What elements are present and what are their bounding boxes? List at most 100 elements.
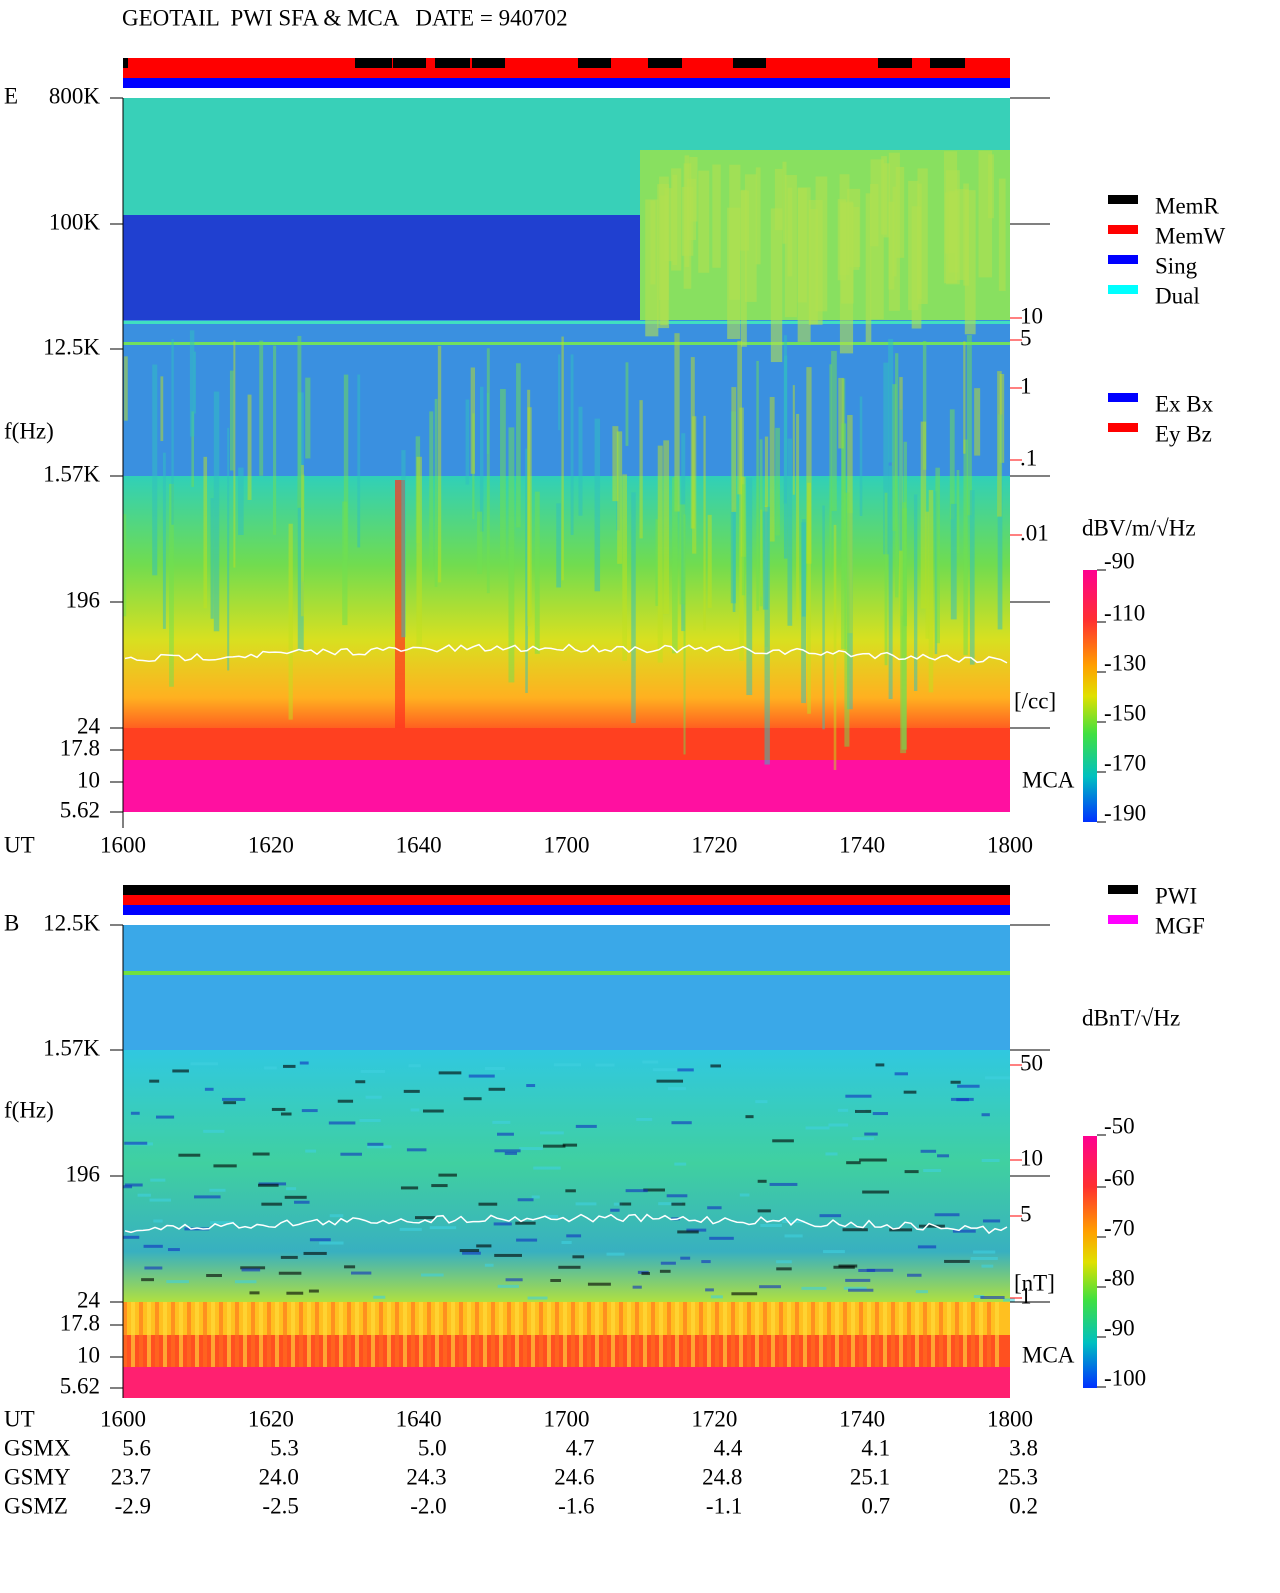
stripe: [211, 1302, 215, 1367]
stripe: [571, 1302, 575, 1367]
streak: [401, 450, 406, 638]
stripe: [710, 1064, 721, 1068]
streak: [756, 360, 759, 611]
stripe: [515, 1221, 536, 1225]
stripe: [795, 1302, 799, 1367]
streak: [759, 439, 763, 607]
streak: [617, 431, 623, 564]
stripe: [258, 1183, 279, 1187]
colorbar-tick-label: -110: [1104, 600, 1145, 625]
stripe: [981, 1158, 1000, 1162]
stripe: [286, 1291, 304, 1295]
streak: [782, 161, 787, 244]
y-tick-label: 800K: [49, 83, 101, 108]
colorbar-tick-label: -60: [1104, 1165, 1135, 1190]
legend-label: MemR: [1155, 193, 1220, 218]
streak: [969, 490, 975, 665]
stripe: [944, 1259, 970, 1263]
orbit-value: 4.4: [714, 1435, 743, 1460]
stripe: [539, 1131, 564, 1135]
stripe: [825, 1152, 838, 1156]
stripe: [891, 1302, 895, 1367]
streak: [775, 427, 780, 536]
streak: [895, 167, 905, 258]
stripe: [505, 1278, 523, 1282]
status-segment: [578, 58, 611, 68]
stripe: [709, 1236, 734, 1240]
legend-swatch: [1108, 255, 1138, 264]
streak: [997, 371, 1002, 517]
streak: [943, 151, 958, 284]
streak: [833, 524, 837, 770]
status-segment: [472, 58, 505, 68]
stripe: [985, 1076, 1010, 1080]
density-label: 5: [1020, 1201, 1032, 1226]
title: GEOTAIL PWI SFA & MCA DATE = 940702: [122, 5, 568, 30]
stripe: [284, 1195, 307, 1199]
stripe: [178, 1153, 201, 1157]
streak: [815, 176, 828, 312]
stripe: [421, 1273, 444, 1277]
stripe: [971, 1302, 975, 1367]
stripe: [674, 1162, 687, 1166]
streak: [911, 206, 922, 329]
stripe: [123, 1235, 140, 1239]
stripe: [934, 1213, 960, 1217]
density-unit: [nT]: [1014, 1270, 1055, 1295]
stripe: [558, 1265, 581, 1269]
stripe: [805, 1126, 830, 1130]
streak: [935, 467, 940, 644]
x-tick-label: 1740: [839, 1406, 885, 1431]
stripe: [504, 1151, 518, 1155]
streak: [500, 388, 506, 561]
stripe: [222, 1097, 246, 1101]
stripe: [147, 1302, 151, 1367]
y-tick-label: 196: [66, 1161, 101, 1186]
stripe: [872, 1112, 888, 1116]
stripe: [848, 1288, 874, 1292]
density-label: 5: [1020, 325, 1032, 350]
stripe: [195, 1302, 199, 1367]
plasma-line: [124, 1213, 1008, 1235]
stripe: [641, 1272, 650, 1276]
panel-label: B: [4, 910, 19, 935]
streak: [479, 386, 484, 532]
y-tick-label: 196: [66, 587, 101, 612]
streak: [966, 335, 972, 516]
orbit-label: GSMX: [4, 1435, 71, 1460]
stripe: [184, 1227, 210, 1231]
stripe: [483, 1302, 487, 1367]
stripe: [340, 1152, 362, 1156]
stripe: [970, 1256, 998, 1260]
stripe: [866, 1268, 894, 1272]
stripe: [301, 1109, 318, 1113]
x-tick-label: 1600: [100, 1406, 146, 1431]
x-tick-label: 1640: [396, 832, 442, 857]
stripe: [907, 1302, 911, 1367]
orbit-value: 5.0: [418, 1435, 447, 1460]
orbit-value: -2.0: [410, 1493, 446, 1518]
stripe: [980, 1295, 1005, 1299]
streak: [770, 208, 783, 363]
x-tick-label: 1640: [396, 1406, 442, 1431]
stripe: [823, 1250, 845, 1254]
streak: [764, 506, 770, 765]
stripe: [153, 1219, 163, 1223]
stripe: [667, 1302, 671, 1367]
stripe: [555, 1302, 559, 1367]
stripe: [1002, 1298, 1015, 1302]
streak: [881, 156, 887, 235]
stripe: [497, 1284, 519, 1288]
stripe: [606, 1252, 625, 1256]
streak: [917, 183, 922, 299]
stripe: [757, 1209, 771, 1213]
stripe: [677, 1068, 694, 1072]
stripe: [497, 1132, 514, 1136]
x-tick-label: 1800: [987, 1406, 1033, 1431]
colorbar-tick-label: -70: [1104, 1215, 1135, 1240]
stripe: [515, 1302, 519, 1367]
streak: [703, 415, 706, 631]
streak: [913, 494, 918, 691]
stripe: [666, 1194, 688, 1198]
stripe: [565, 1189, 576, 1193]
